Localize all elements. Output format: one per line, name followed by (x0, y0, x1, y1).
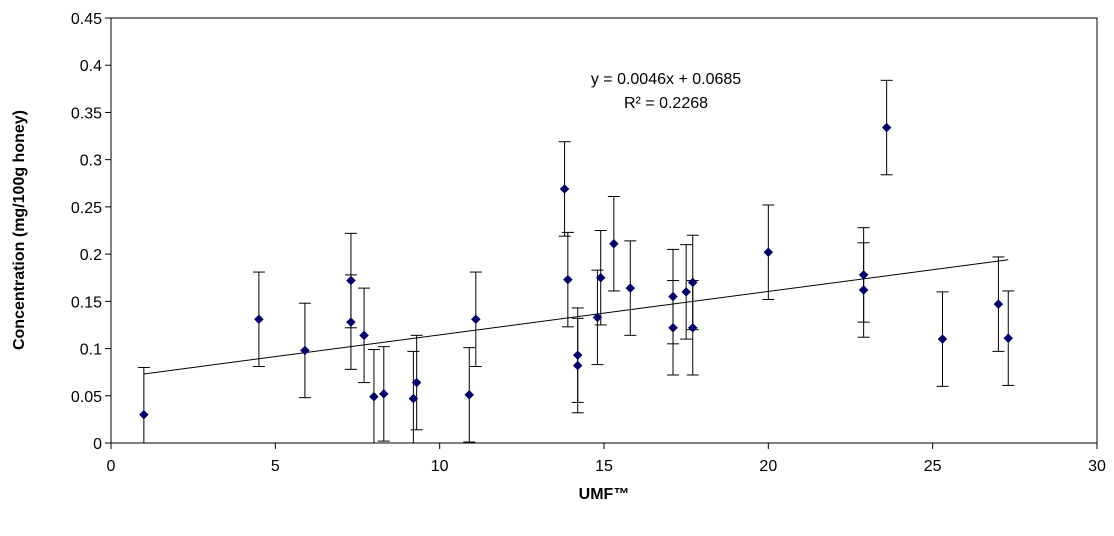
y-tick-label: 0.4 (80, 58, 102, 75)
y-tick-label: 0.1 (80, 342, 102, 359)
trendline-r-squared: R² = 0.2268 (624, 95, 708, 112)
data-point (858, 270, 869, 280)
data-point (562, 274, 573, 285)
data-point (139, 409, 149, 420)
data-point (464, 389, 475, 400)
x-axis: 0 5 10 15 20 25 30 (107, 443, 1106, 475)
data-point (559, 184, 570, 194)
x-tick-label: 0 (107, 458, 116, 475)
data-point (881, 122, 892, 133)
data-point (408, 393, 419, 404)
data-point (300, 345, 310, 356)
data-point (668, 322, 678, 333)
data-point (668, 291, 678, 302)
y-tick-label: 0.2 (80, 247, 102, 264)
data-point (346, 275, 356, 286)
data-point (595, 272, 606, 283)
x-axis-title: UMF™ (579, 486, 630, 503)
data-point (687, 277, 698, 288)
data-point (592, 312, 603, 323)
data-point (378, 389, 389, 399)
x-tick-label: 25 (924, 458, 942, 475)
data-point (359, 330, 369, 341)
x-tick-label: 5 (271, 458, 280, 475)
y-axis-title: Concentration (mg/100g honey) (11, 110, 28, 350)
data-point (609, 238, 619, 249)
y-axis: 0 0.05 0.1 0.15 0.2 0.25 0.3 0.35 0.4 0.45 (71, 11, 111, 453)
data-point (763, 247, 774, 258)
y-tick-label: 0.15 (71, 294, 102, 311)
x-tick-label: 20 (759, 458, 777, 475)
data-point (937, 334, 948, 344)
x-tick-label: 30 (1088, 458, 1106, 475)
x-tick-label: 10 (431, 458, 449, 475)
data-point (1003, 333, 1014, 344)
data-point (572, 360, 583, 371)
trendline-equation: y = 0.0046x + 0.0685 (591, 71, 741, 88)
y-tick-label: 0 (93, 436, 102, 453)
data-point (993, 299, 1004, 310)
data-point (687, 322, 698, 333)
data-point (411, 377, 422, 388)
y-tick-label: 0.45 (71, 11, 102, 28)
y-tick-label: 0.05 (71, 389, 102, 406)
data-point (681, 287, 692, 297)
data-point (369, 391, 379, 402)
data-point (470, 314, 481, 325)
data-point (254, 314, 264, 325)
data-point (625, 283, 636, 293)
y-tick-label: 0.35 (71, 105, 102, 122)
y-tick-label: 0.3 (80, 153, 102, 170)
data-point (346, 317, 356, 327)
data-point (572, 350, 583, 361)
x-tick-label: 15 (595, 458, 613, 475)
data-points (139, 122, 1014, 420)
data-point (858, 285, 869, 295)
y-tick-label: 0.25 (71, 200, 102, 217)
